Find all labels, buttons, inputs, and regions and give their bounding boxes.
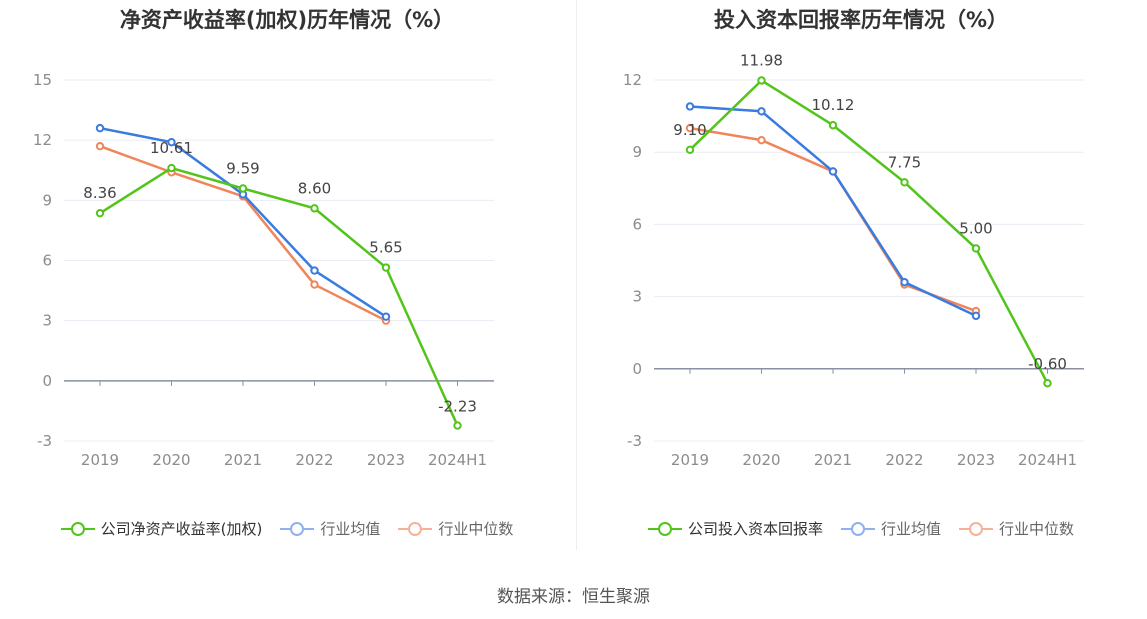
avg-series-swatch-icon (840, 521, 875, 536)
avg-series-swatch-icon (280, 521, 315, 536)
x-tick-label: 2021 (814, 451, 852, 469)
data-label: 7.75 (888, 153, 921, 171)
legend-label: 公司投入资本回报率 (687, 520, 823, 538)
x-tick-label: 2023 (367, 451, 405, 469)
y-tick-label: -3 (627, 432, 642, 450)
y-tick-label: 0 (632, 360, 642, 378)
data-point (757, 107, 766, 116)
data-point (971, 244, 981, 253)
y-tick-label: 3 (632, 288, 642, 306)
legend-label: 行业中位数 (438, 520, 514, 538)
y-tick-label: 12 (623, 71, 642, 89)
legend-label: 行业中位数 (999, 520, 1075, 538)
y-tick-label: 0 (42, 372, 52, 390)
x-tick-label: 2022 (885, 451, 923, 469)
data-point (828, 167, 838, 176)
data-point (900, 178, 909, 187)
roic-line-chart: -3 0 3 6 9 12 2019 2020 2021 2022 2023 2024H1 9.10 11… (623, 51, 1084, 469)
data-point (453, 421, 462, 430)
company-series-swatch-icon (60, 521, 95, 536)
x-tick-label: 2024H1 (428, 451, 487, 469)
panel-divider (576, 0, 577, 550)
x-tick-label: 2021 (224, 451, 262, 469)
roe-line-chart: -3 0 3 6 9 12 15 2019 2020 2021 2022 2023 2024H1 8.36… (33, 71, 494, 469)
legend-item-company[interactable]: 公司净资产收益率(加权) (60, 518, 263, 539)
data-label: 10.12 (812, 96, 855, 114)
data-label: 10.61 (150, 139, 193, 157)
x-tick-label: 2019 (671, 451, 709, 469)
y-tick-label: 12 (33, 131, 52, 149)
series-line-company (689, 79, 1049, 384)
series-line-avg (99, 126, 387, 318)
data-label: 8.36 (83, 184, 116, 202)
data-point (1043, 379, 1052, 388)
data-point (310, 266, 319, 275)
data-point (95, 141, 105, 151)
legend-item-company[interactable]: 公司投入资本回报率 (647, 518, 823, 539)
legend-item-median[interactable]: 行业中位数 (398, 518, 513, 539)
data-point (381, 263, 391, 272)
data-point (167, 163, 176, 173)
x-tick-label: 2023 (957, 451, 995, 469)
chart-panel-roic: 投入资本回报率历年情况（%） -3 0 3 6 9 12 2019 2020 2021 2022 2… (574, 0, 1147, 560)
y-tick-label: 9 (42, 191, 52, 209)
data-point (381, 312, 391, 321)
x-tick-label: 2022 (295, 451, 333, 469)
legend-item-median[interactable]: 行业中位数 (959, 518, 1074, 539)
data-point (828, 121, 838, 130)
series-line-median (689, 126, 977, 313)
y-tick-label: 6 (632, 215, 642, 233)
x-tick-label: 2024H1 (1018, 451, 1077, 469)
data-point (900, 277, 909, 287)
x-tick-label: 2019 (81, 451, 119, 469)
y-tick-label: 9 (632, 143, 642, 161)
data-point (685, 145, 695, 154)
legend-label: 行业均值 (880, 520, 941, 538)
legend-item-avg[interactable]: 行业均值 (840, 518, 941, 539)
data-label: 9.59 (226, 160, 259, 178)
legend-item-avg[interactable]: 行业均值 (280, 518, 380, 539)
data-point (685, 102, 695, 111)
data-point (238, 184, 248, 193)
chart-title: 净资产收益率(加权)历年情况（%） (119, 8, 455, 32)
series-line-avg (689, 105, 977, 317)
data-point (167, 137, 176, 147)
data-label: 9.10 (673, 121, 706, 139)
data-point (310, 204, 319, 213)
data-point (95, 208, 105, 218)
y-tick-label: -3 (37, 432, 52, 450)
y-tick-label: 6 (42, 252, 52, 270)
company-series-swatch-icon (647, 521, 682, 536)
legend: 公司净资产收益率(加权) 行业均值 行业中位数 (0, 518, 574, 539)
legend-label: 行业均值 (320, 520, 381, 538)
series-line-company (99, 166, 459, 427)
data-point (95, 123, 105, 133)
data-label: -0.60 (1028, 355, 1067, 373)
data-point (685, 123, 695, 133)
data-point (971, 311, 981, 321)
data-label: 5.65 (369, 239, 402, 257)
median-series-swatch-icon (398, 521, 433, 536)
y-tick-label: 15 (33, 71, 52, 89)
data-label: -2.23 (438, 398, 477, 416)
legend-label: 公司净资产收益率(加权) (100, 520, 263, 538)
legend: 公司投入资本回报率 行业均值 行业中位数 (574, 518, 1147, 539)
y-tick-label: 3 (42, 312, 52, 330)
median-series-swatch-icon (959, 521, 993, 536)
data-point (757, 76, 766, 85)
chart-title: 投入资本回报率历年情况（%） (713, 8, 1009, 32)
x-tick-label: 2020 (152, 451, 190, 469)
x-tick-label: 2020 (742, 451, 780, 469)
data-label: 5.00 (959, 219, 992, 237)
data-label: 11.98 (740, 51, 783, 69)
data-point (310, 280, 319, 289)
data-point (757, 135, 766, 145)
data-label: 8.60 (298, 179, 331, 197)
chart-panel-roe: 净资产收益率(加权)历年情况（%） -3 0 3 6 9 12 15 2019 2020 2021… (0, 0, 574, 560)
data-source-note: 数据来源：恒生聚源 (497, 587, 650, 607)
